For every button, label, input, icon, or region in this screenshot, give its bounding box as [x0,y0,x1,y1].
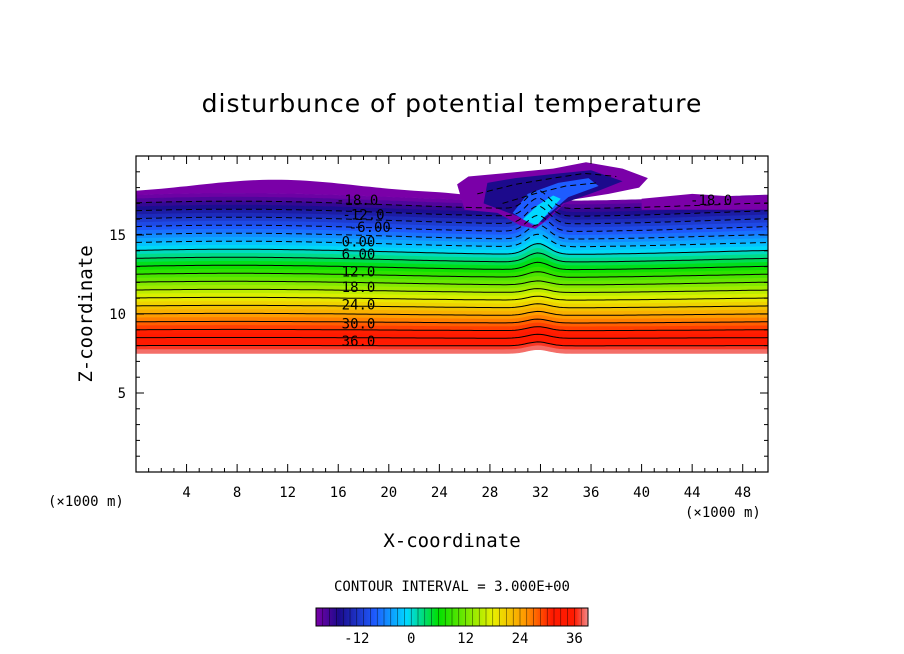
contour-line [136,341,768,347]
contour-line-negative [136,197,768,217]
disturbance-blob [457,162,648,229]
contour-line-negative [136,224,768,240]
colorbar-frame [315,607,589,627]
contour-line-negative [136,214,768,232]
chart-title: disturbunce of potential temperature [202,89,703,118]
x-tick-label: 24 [431,485,448,501]
y-axis-label: Z-coordinate [75,245,97,382]
x-tick-label: 44 [684,485,701,501]
contour-line-wave [502,182,598,204]
contour-label: 36.0 [342,334,376,350]
contour-line [136,271,768,278]
contour-band [136,345,768,354]
contour-line [136,280,768,286]
purple-cap-right [641,193,768,210]
x-unit-right: (×1000 m) [685,505,761,521]
x-tick-label: 12 [279,485,296,501]
purple-cap [136,179,478,200]
x-tick-label: 4 [182,485,190,501]
contour-line-wave [477,172,617,195]
contour-line [136,303,768,309]
colorbar-tick-label: -12 [344,631,369,647]
contour-line-negative [136,205,768,225]
contour-labels: -18.0-12.0-6.000.006.0012.018.024.030.03… [336,193,732,350]
x-tick-label: 28 [481,485,498,501]
x-tick-label: 8 [233,485,241,501]
colorbar-segments [315,608,589,626]
colorbar-tick-label: 12 [457,631,474,647]
contour-label: -18.0 [690,193,732,209]
contour-line [136,318,768,324]
contour-label: -18.0 [336,193,378,209]
contour-label: 0.00 [342,234,376,250]
contour-lines [136,172,768,347]
x-tick-label: 48 [734,485,751,501]
y-tick-label: 10 [109,307,126,323]
colorbar-tick-label: 0 [407,631,415,647]
contour-label: 24.0 [342,298,376,314]
contour-label: 30.0 [342,317,376,333]
contour-line [136,310,768,316]
contour-label: -6.00 [349,220,391,236]
contour-line [136,295,768,301]
x-tick-label: 20 [380,485,397,501]
y-axis-ticks: 5 10 15 [109,171,768,457]
contour-line-negative [136,233,768,248]
colorbar-tick-label: 36 [566,631,583,647]
contour-label: 6.00 [342,247,376,263]
x-tick-label: 36 [583,485,600,501]
contour-line-negative [136,189,768,209]
contour-line [136,252,768,263]
plot-area [136,162,768,354]
filled-contours [136,179,768,354]
y-tick-label: 15 [109,228,126,244]
contour-line [136,243,768,255]
contour-label: 12.0 [342,264,376,280]
contour-line [136,326,768,332]
contour-line [136,261,768,271]
contour-label: 18.0 [342,280,376,296]
colorbar-ticks: -12 0 12 24 36 [344,631,583,647]
x-tick-label: 40 [633,485,650,501]
contour-line [136,288,768,293]
colorbar: -12 0 12 24 36 [315,607,589,647]
x-axis-label: X-coordinate [383,530,520,552]
x-unit-left: (×1000 m) [48,494,124,510]
x-tick-label: 32 [532,485,549,501]
contour-label: -12.0 [342,208,384,224]
x-tick-label: 16 [330,485,347,501]
contour-interval-label: CONTOUR INTERVAL = 3.000E+00 [334,579,570,595]
contour-line [136,333,768,339]
x-axis-ticks: 4 8 12 16 20 24 28 32 36 40 44 48 [148,156,756,501]
colorbar-tick-label: 24 [512,631,529,647]
y-tick-label: 5 [118,386,126,402]
